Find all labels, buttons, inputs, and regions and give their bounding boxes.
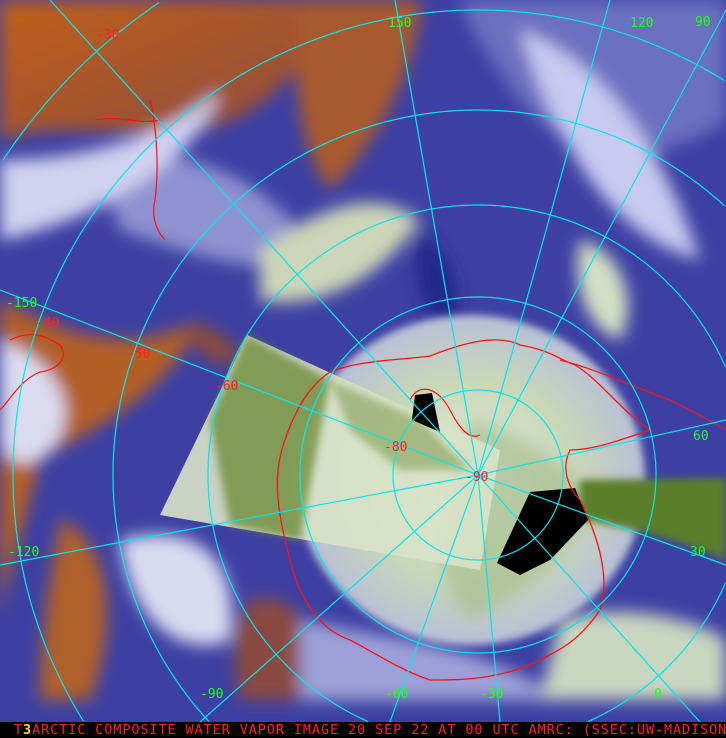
image-caption: T3ARCTIC COMPOSITE WATER VAPOR IMAGE 20 … (0, 722, 726, 738)
lon-label: 120 (630, 16, 653, 31)
map-canvas: 150 120 90 60 30 0 -30 -60 -90 -120 -150… (0, 0, 726, 722)
meridian (477, 9, 726, 476)
graticule (0, 0, 726, 722)
lon-label: 150 (388, 16, 411, 31)
australia-coastline (0, 333, 64, 411)
lat-label: -80 (384, 440, 407, 455)
lat-label: -30 (96, 28, 119, 43)
caption-text: ARCTIC COMPOSITE WATER VAPOR IMAGE 20 SE… (32, 722, 726, 738)
latitude-circle (12, 9, 725, 722)
lon-label: 60 (693, 429, 709, 444)
meridian (394, 0, 479, 476)
meridian (477, 0, 611, 476)
lon-label: 30 (690, 545, 706, 560)
new-zealand-coastline (94, 99, 166, 241)
meridian (477, 474, 701, 722)
antarctica-coastline (276, 339, 652, 681)
lon-label: -120 (8, 545, 39, 560)
meridian (0, 289, 479, 476)
meridian (477, 419, 726, 476)
lon-label: -30 (480, 687, 503, 702)
lon-label: -150 (6, 296, 37, 311)
meridian (0, 474, 479, 566)
latitude-circle (207, 204, 726, 722)
caption-marker: 3 (23, 722, 33, 738)
lat-label: -60 (215, 379, 238, 394)
lon-label: -90 (200, 687, 223, 702)
caption-prefix: T (14, 722, 24, 738)
meridian (49, 0, 479, 476)
meridian (477, 474, 501, 722)
lat-label: -90 (465, 470, 488, 485)
latitude-circle (2, 1, 160, 161)
lat-label: -40 (36, 316, 59, 331)
lon-label: -60 (385, 687, 408, 702)
no-data-area (497, 488, 588, 575)
meridian (389, 474, 479, 722)
lat-label: -50 (127, 347, 150, 362)
latitude-circle (299, 296, 657, 654)
water-vapor-field (0, 0, 726, 700)
peninsula-coastline (559, 359, 726, 431)
latitude-circle (392, 389, 564, 561)
green-band (580, 478, 726, 560)
lon-label: 90 (695, 15, 711, 30)
meridian (199, 474, 479, 722)
lon-label: 0 (654, 687, 662, 702)
latitude-circle (112, 109, 725, 722)
meridian (477, 474, 726, 566)
